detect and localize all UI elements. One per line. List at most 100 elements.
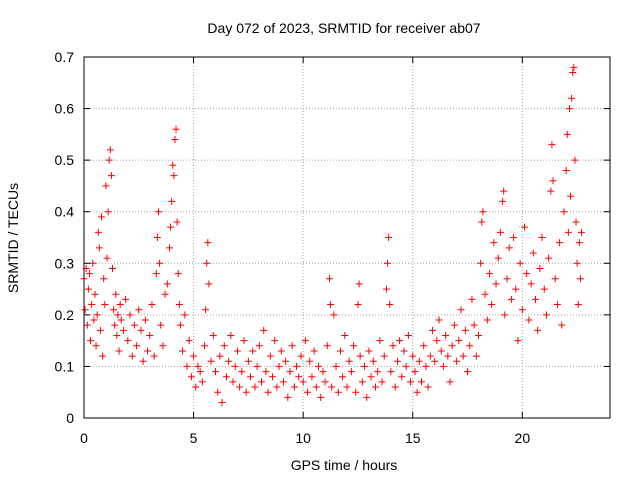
data-point: [255, 342, 263, 350]
data-point: [194, 362, 202, 370]
data-point: [179, 347, 187, 355]
data-point: [176, 321, 184, 329]
y-tick-label: 0: [66, 410, 74, 426]
data-point: [201, 342, 209, 350]
data-point: [369, 357, 377, 365]
data-point: [175, 301, 183, 309]
data-point: [135, 306, 143, 314]
data-point: [560, 208, 568, 216]
data-point: [567, 192, 575, 200]
y-axis-tick-labels: 0 0.1 0.2 0.3 0.4 0.5 0.6 0.7: [55, 49, 75, 426]
data-point: [426, 352, 434, 360]
data-point: [571, 156, 579, 164]
data-point: [494, 254, 502, 262]
data-point: [418, 378, 426, 386]
x-tick-label: 5: [190, 430, 198, 446]
data-point: [376, 337, 384, 345]
data-point: [214, 388, 222, 396]
data-point: [196, 368, 204, 376]
data-point: [468, 295, 476, 303]
data-point: [542, 311, 550, 319]
data-point: [304, 388, 312, 396]
data-point: [545, 254, 553, 262]
data-point: [501, 311, 509, 319]
data-point: [389, 342, 397, 350]
data-point: [472, 352, 480, 360]
data-point: [286, 368, 294, 376]
data-point: [328, 383, 336, 391]
data-point: [249, 347, 257, 355]
data-point: [565, 105, 573, 113]
data-point: [453, 357, 461, 365]
data-point: [384, 259, 392, 267]
data-point: [361, 362, 369, 370]
x-tick-label: 10: [295, 430, 311, 446]
data-point: [325, 275, 333, 283]
data-point: [233, 347, 241, 355]
data-point: [531, 295, 539, 303]
data-point: [312, 383, 320, 391]
chart-title: Day 072 of 2023, SRMTID for receiver ab0…: [207, 20, 480, 36]
data-point: [568, 94, 576, 102]
data-point: [435, 316, 443, 324]
data-point: [165, 244, 173, 252]
data-point: [112, 290, 120, 298]
data-point: [332, 362, 340, 370]
data-point: [563, 130, 571, 138]
data-point: [343, 383, 351, 391]
data-point: [156, 259, 164, 267]
data-point: [258, 378, 266, 386]
data-point: [319, 368, 327, 376]
data-point: [205, 280, 213, 288]
data-point: [505, 244, 513, 252]
data-point: [464, 368, 472, 376]
data-point: [240, 337, 248, 345]
data-point: [514, 337, 522, 345]
data-point: [89, 259, 97, 267]
data-point: [229, 378, 237, 386]
data-point: [181, 311, 189, 319]
data-point: [231, 362, 239, 370]
data-point: [538, 234, 546, 241]
data-point: [378, 378, 386, 386]
x-axis-tick-labels: 0 5 10 15 20: [80, 430, 530, 446]
data-point: [549, 177, 557, 185]
data-point: [345, 357, 353, 365]
data-point: [477, 259, 485, 267]
data-point: [152, 270, 160, 278]
data-point: [358, 378, 366, 386]
data-point: [407, 378, 415, 386]
data-point: [556, 239, 564, 247]
data-point: [169, 161, 177, 169]
data-point: [367, 373, 375, 381]
data-point: [396, 337, 404, 345]
data-point: [171, 136, 179, 144]
data-point: [578, 228, 586, 236]
data-point: [488, 301, 496, 309]
data-point: [247, 373, 255, 381]
data-point: [420, 342, 428, 350]
data-point: [363, 393, 371, 401]
data-point: [81, 306, 89, 314]
data-point: [209, 331, 217, 339]
data-point: [288, 342, 296, 350]
data-point: [207, 357, 215, 365]
data-point: [93, 311, 101, 319]
data-point: [446, 378, 454, 386]
data-point: [507, 295, 515, 303]
y-tick-label: 0.3: [55, 255, 75, 271]
data-point: [225, 357, 233, 365]
data-point: [301, 337, 309, 345]
data-point: [157, 321, 165, 329]
y-tick-label: 0.6: [55, 101, 75, 117]
data-point: [103, 254, 111, 262]
data-point: [575, 239, 583, 247]
data-point: [466, 342, 474, 350]
data-point: [83, 321, 91, 329]
data-point: [204, 239, 212, 247]
data-point: [128, 352, 136, 360]
data-point: [95, 244, 103, 252]
data-point: [113, 331, 121, 339]
data-point: [153, 234, 161, 241]
y-tick-label: 0.7: [55, 49, 75, 65]
